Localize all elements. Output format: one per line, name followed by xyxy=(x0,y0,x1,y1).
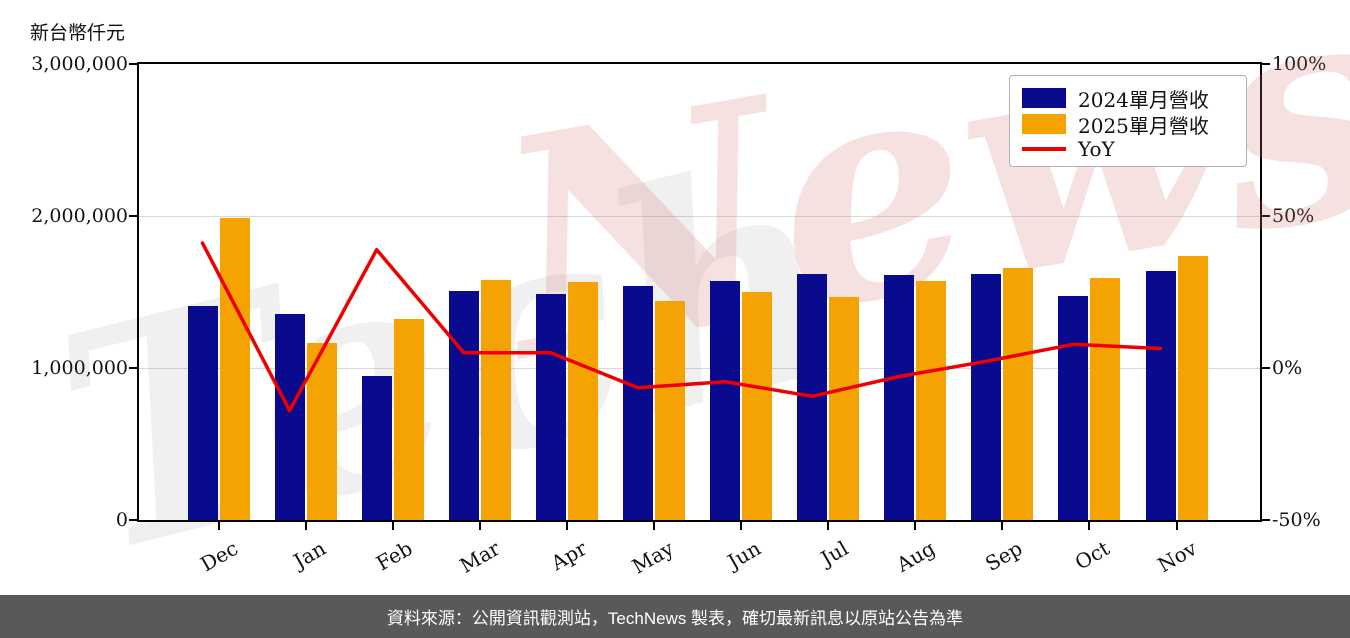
bar-2024-apr xyxy=(535,293,566,520)
bar-2024-dec xyxy=(187,305,218,520)
bar-2024-jan xyxy=(274,314,305,520)
bar-2025-jun xyxy=(742,292,773,520)
x-tick-label: Mar xyxy=(455,536,504,578)
bar-2024-mar xyxy=(448,291,479,520)
y-left-tick xyxy=(129,215,137,217)
gridline xyxy=(139,368,1260,369)
y-left-tick-label: 3,000,000 xyxy=(31,53,128,75)
bar-2024-jun xyxy=(710,281,741,520)
x-tick-label: Jan xyxy=(289,536,330,574)
x-tick xyxy=(652,522,655,530)
left-axis-title: 新台幣仟元 xyxy=(30,22,126,44)
gridline-layer xyxy=(139,64,1260,520)
x-tick-label: Jul xyxy=(816,536,853,571)
x-tick-label: Jun xyxy=(723,536,766,574)
x-tick xyxy=(1001,522,1004,530)
bar-2024-feb xyxy=(361,375,392,520)
x-tick xyxy=(217,522,220,530)
x-tick xyxy=(1175,522,1178,530)
x-tick xyxy=(304,522,307,530)
x-tick xyxy=(478,522,481,530)
x-tick-label: Nov xyxy=(1153,536,1201,578)
bar-2025-jul xyxy=(829,296,860,520)
y-left-tick-label: 0 xyxy=(115,509,128,531)
x-tick-label: Feb xyxy=(372,536,417,576)
y-left-tick-label: 1,000,000 xyxy=(31,357,128,379)
plot-area: 2024單月營收 2025單月營收 YoY xyxy=(137,62,1262,522)
x-tick-label: Sep xyxy=(981,536,1027,576)
legend-item-2025: 2025單月營收 xyxy=(1022,111,1234,138)
x-tick xyxy=(914,522,917,530)
bar-2025-oct xyxy=(1090,278,1121,520)
bar-2025-aug xyxy=(916,281,947,520)
x-tick xyxy=(1088,522,1091,530)
y-left-tick xyxy=(129,367,137,369)
legend-label-yoy: YoY xyxy=(1078,137,1115,161)
legend-label-2025: 2025單月營收 xyxy=(1078,113,1209,138)
bar-2024-sep xyxy=(971,273,1002,520)
y-right-tick xyxy=(1262,63,1270,65)
bar-2024-oct xyxy=(1058,295,1089,520)
x-tick-label: Apr xyxy=(546,536,591,576)
bar-2025-dec xyxy=(219,217,250,520)
legend-swatch-2025 xyxy=(1022,114,1066,134)
bar-2025-feb xyxy=(393,319,424,520)
y-right-tick-label: 50% xyxy=(1272,205,1315,227)
gridline xyxy=(139,216,1260,217)
y-right-tick-label: -50% xyxy=(1272,509,1321,531)
legend-line-yoy xyxy=(1022,147,1066,151)
y-left-tick xyxy=(129,63,137,65)
x-tick-label: Oct xyxy=(1070,536,1114,575)
bar-2025-nov xyxy=(1177,255,1208,520)
bar-2024-nov xyxy=(1145,271,1176,520)
x-tick xyxy=(827,522,830,530)
bar-2024-aug xyxy=(884,274,915,520)
footer-text: 資料來源：公開資訊觀測站，TechNews 製表，確切最新訊息以原站公告為準 xyxy=(386,609,964,628)
bar-2025-may xyxy=(654,301,685,520)
yoy-line xyxy=(200,241,1163,413)
y-right-tick-label: 0% xyxy=(1272,357,1303,379)
x-tick-label: May xyxy=(628,536,678,579)
x-tick xyxy=(391,522,394,530)
y-right-tick xyxy=(1262,519,1270,521)
x-tick xyxy=(565,522,568,530)
bar-2025-sep xyxy=(1003,268,1034,520)
bar-2025-mar xyxy=(480,279,511,520)
legend-swatch-2024 xyxy=(1022,88,1066,108)
legend-item-yoy: YoY xyxy=(1022,137,1234,161)
bar-layer xyxy=(139,64,1260,520)
bar-2024-may xyxy=(622,285,653,520)
x-tick-label: Aug xyxy=(892,536,940,577)
legend: 2024單月營收 2025單月營收 YoY xyxy=(1009,75,1247,167)
y-left-tick xyxy=(129,519,137,521)
x-tick xyxy=(740,522,743,530)
y-left-tick-label: 2,000,000 xyxy=(31,205,128,227)
legend-item-2024: 2024單月營收 xyxy=(1022,85,1234,112)
footer-bar: 資料來源：公開資訊觀測站，TechNews 製表，確切最新訊息以原站公告為準 xyxy=(0,595,1350,638)
x-tick-label: Dec xyxy=(196,536,243,577)
y-right-tick-label: 100% xyxy=(1272,53,1327,75)
y-right-tick xyxy=(1262,367,1270,369)
legend-label-2024: 2024單月營收 xyxy=(1078,87,1209,112)
y-right-tick xyxy=(1262,215,1270,217)
bar-2025-apr xyxy=(567,282,598,520)
